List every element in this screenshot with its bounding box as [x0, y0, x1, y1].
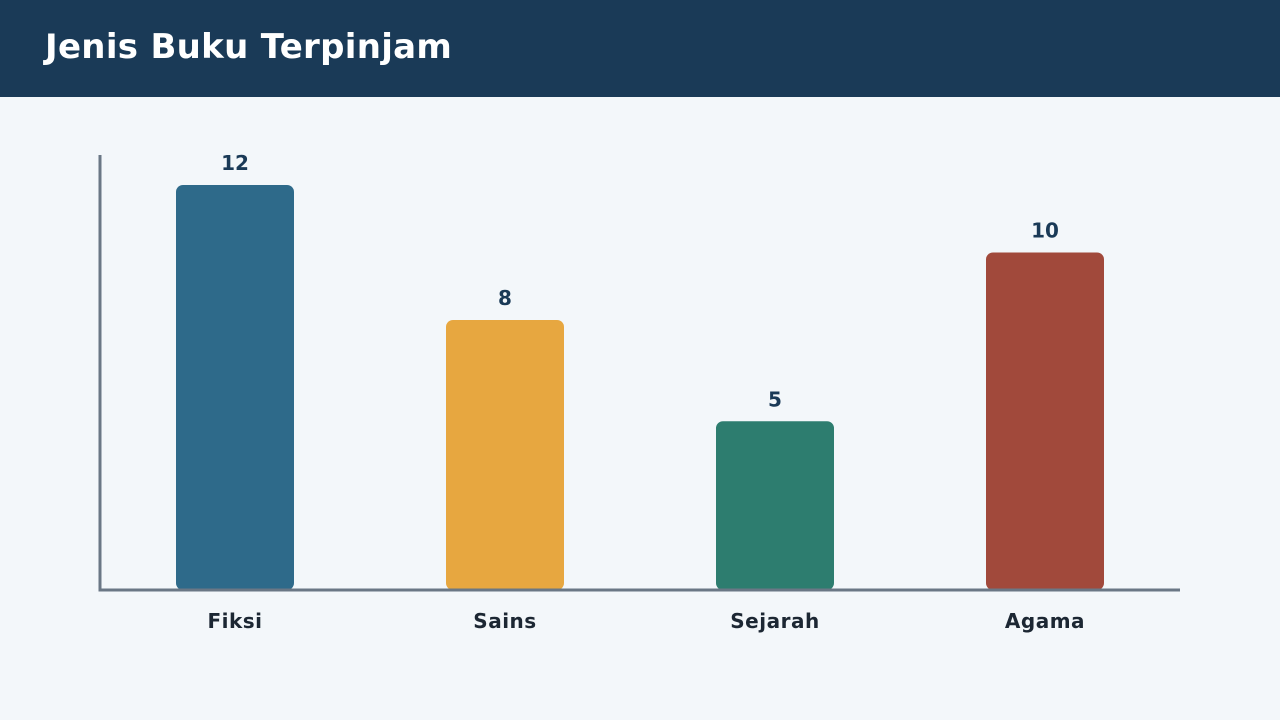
category-label-agama: Agama	[1005, 609, 1085, 633]
category-label-fiksi: Fiksi	[207, 609, 262, 633]
bar-chart: 12 Fiksi 8 Sains 5 Sejarah 10 Agama	[98, 151, 1180, 633]
category-label-sains: Sains	[473, 609, 536, 633]
bar-agama	[986, 252, 1104, 590]
category-label-sejarah: Sejarah	[730, 609, 819, 633]
chart-area: 12 Fiksi 8 Sains 5 Sejarah 10 Agama	[0, 97, 1280, 720]
bar-fiksi	[176, 185, 294, 590]
value-label-sejarah: 5	[768, 387, 782, 411]
chart-title: Jenis Buku Terpinjam	[45, 27, 453, 67]
bar-sains	[446, 320, 564, 590]
header-bar: Jenis Buku Terpinjam	[0, 0, 1280, 97]
value-label-fiksi: 12	[221, 151, 249, 175]
value-label-sains: 8	[498, 286, 512, 310]
bar-sejarah	[716, 421, 834, 590]
labels-group: 12 Fiksi 8 Sains 5 Sejarah 10 Agama	[207, 151, 1085, 633]
value-label-agama: 10	[1031, 219, 1059, 243]
bars-group	[176, 185, 1104, 590]
